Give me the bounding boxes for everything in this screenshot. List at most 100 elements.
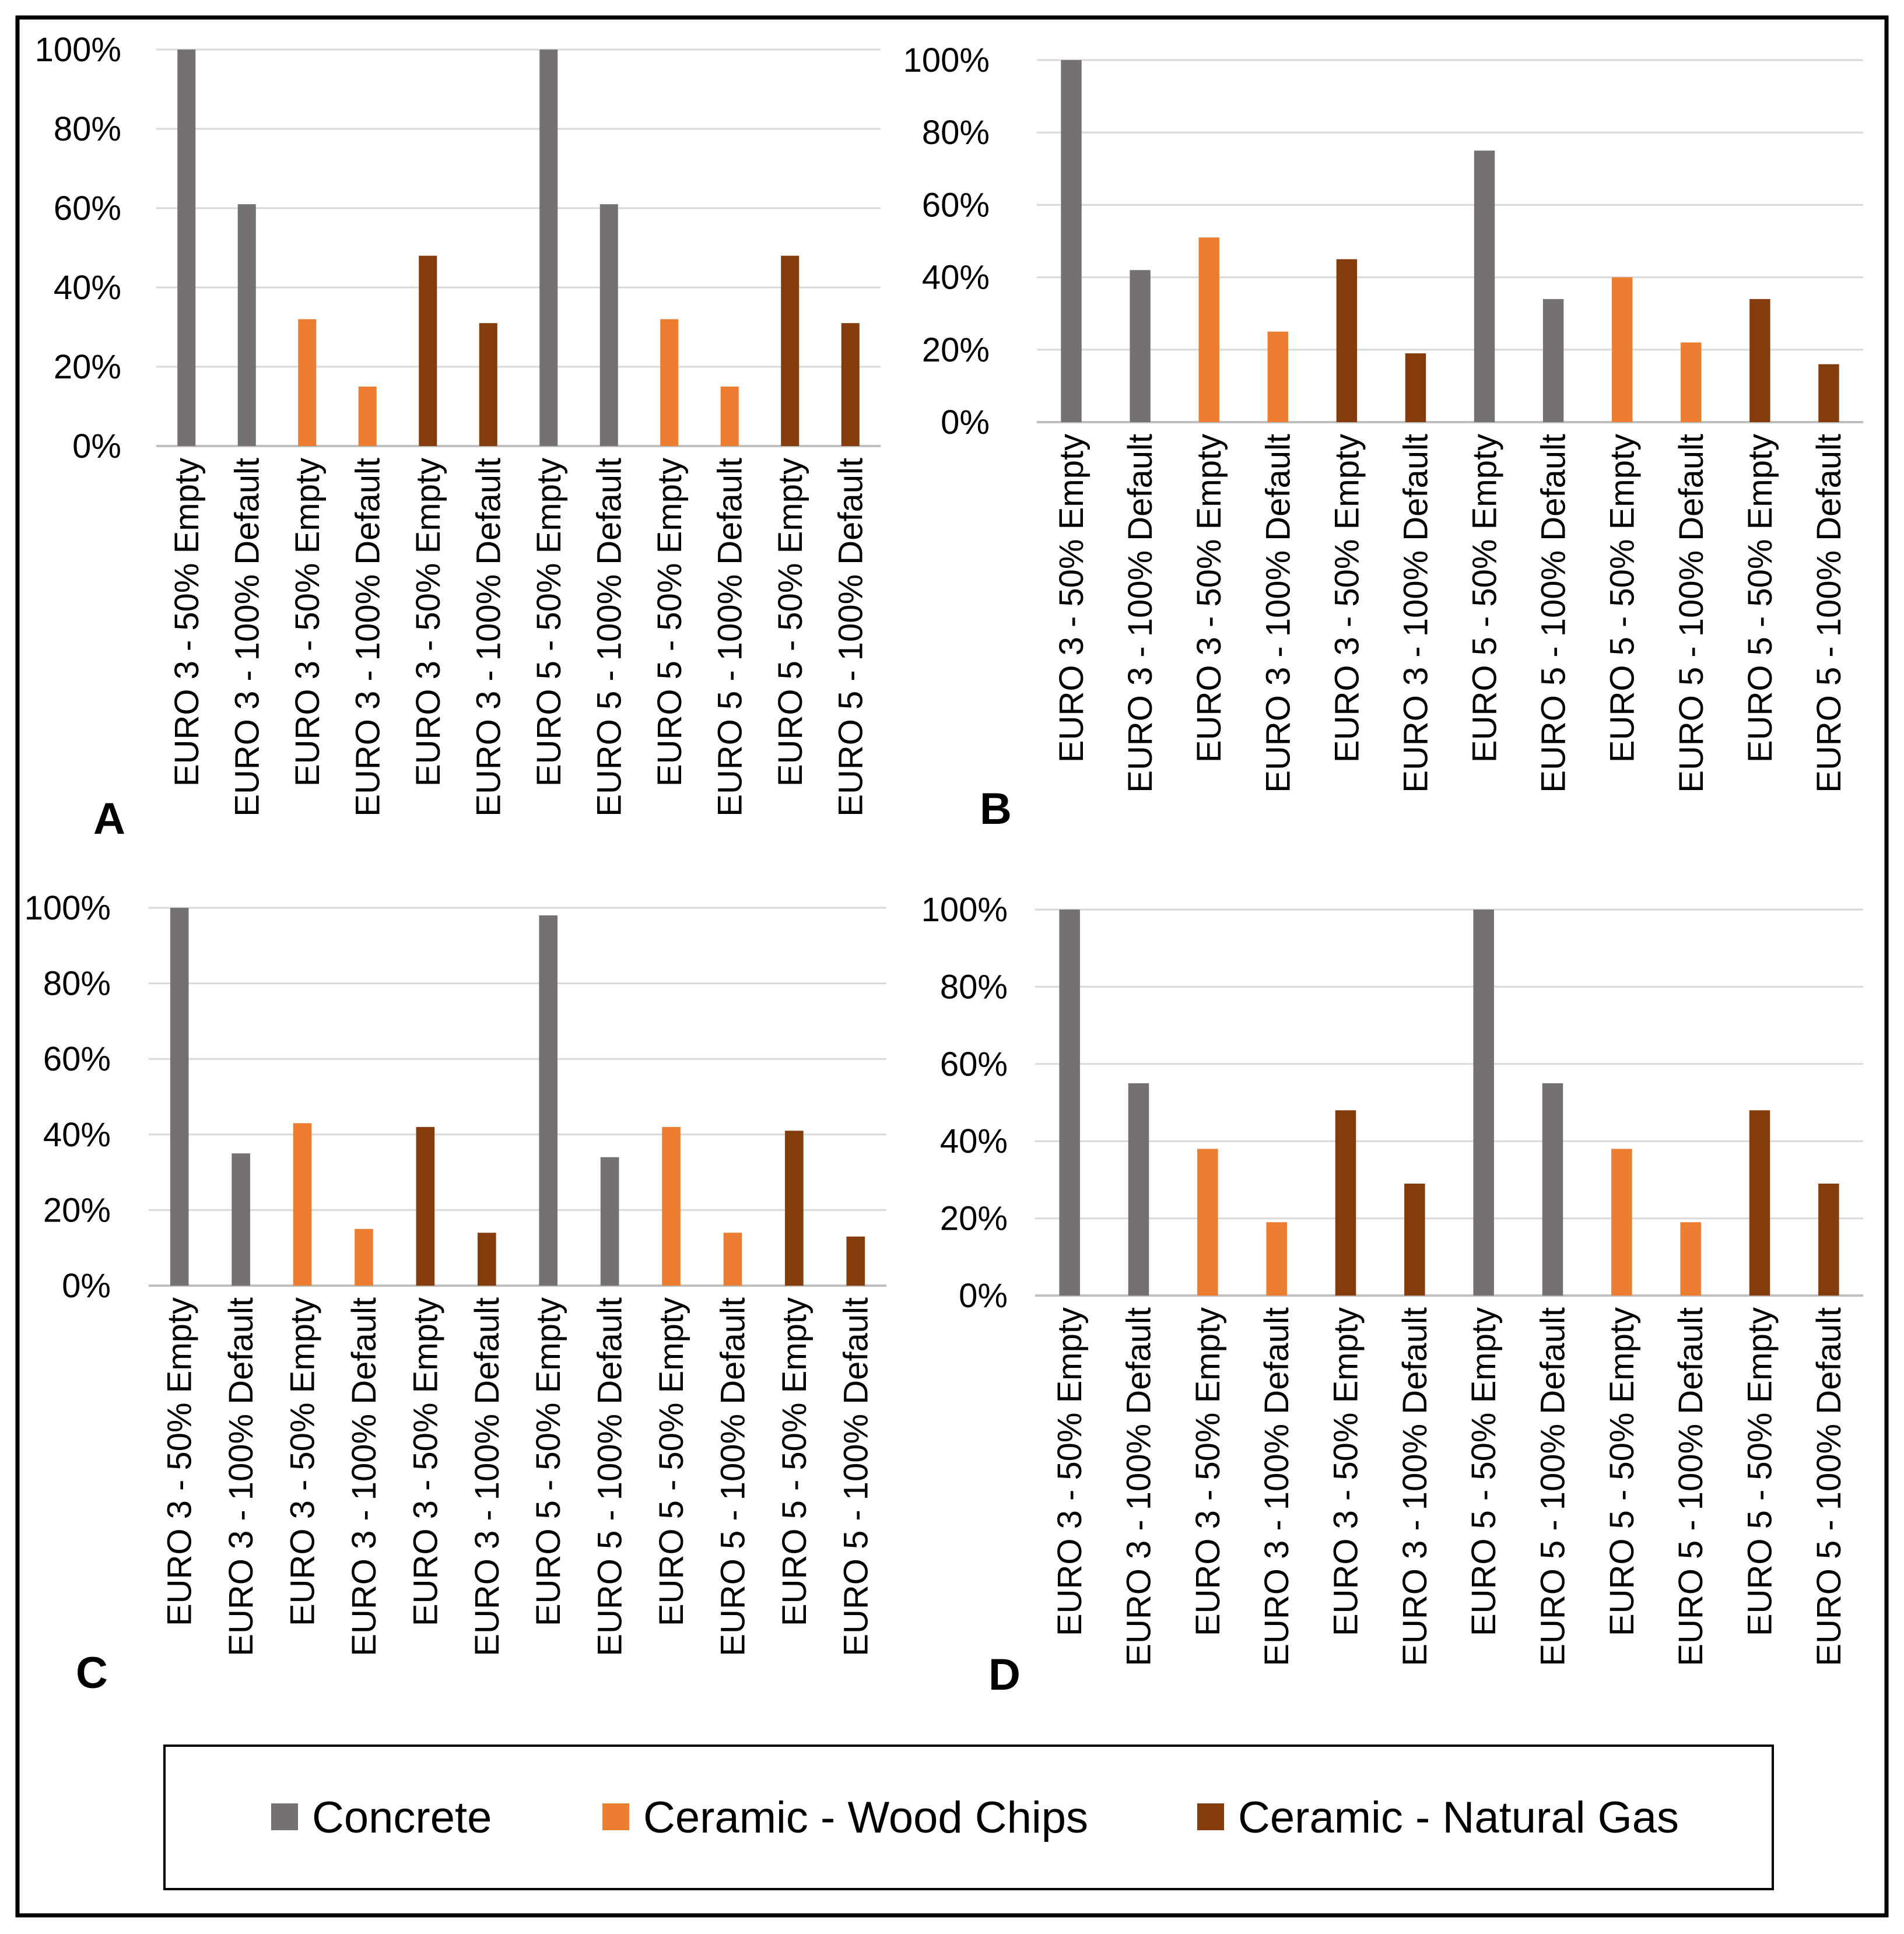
bar xyxy=(1611,277,1633,422)
bar xyxy=(1266,1222,1287,1296)
x-category-label: EURO 3 - 100% Default xyxy=(1120,1307,1158,1666)
bar xyxy=(477,1233,496,1286)
panel-label-c: C xyxy=(76,1648,108,1698)
y-tick-label: 60% xyxy=(54,189,121,227)
bar xyxy=(846,1236,865,1286)
x-category-label: EURO 5 - 100% Default xyxy=(1534,1307,1572,1666)
x-category-label: EURO 3 - 100% Default xyxy=(1396,1307,1434,1666)
bar xyxy=(1197,1149,1218,1296)
y-tick-label: 80% xyxy=(922,114,990,152)
panel-label-a: A xyxy=(93,794,125,844)
x-category-label: EURO 5 - 50% Empty xyxy=(772,458,809,787)
y-tick-label: 100% xyxy=(903,41,990,79)
x-category-label: EURO 3 - 100% Default xyxy=(228,458,266,817)
x-category-label: EURO 3 - 100% Default xyxy=(468,1297,506,1656)
bar xyxy=(1059,910,1080,1296)
legend-label-natural-gas: Ceramic - Natural Gas xyxy=(1238,1793,1679,1842)
x-category-label: EURO 3 - 50% Empty xyxy=(1189,1307,1227,1636)
bar xyxy=(1130,270,1151,422)
x-category-label: EURO 5 - 100% Default xyxy=(1672,434,1710,793)
x-category-label: EURO 3 - 50% Empty xyxy=(1190,434,1228,763)
x-category-label: EURO 5 - 50% Empty xyxy=(653,1297,690,1626)
bar xyxy=(293,1123,312,1286)
bar xyxy=(355,1229,373,1286)
x-category-label: EURO 5 - 50% Empty xyxy=(1604,434,1642,763)
x-category-label: EURO 3 - 50% Empty xyxy=(161,1297,199,1626)
bar xyxy=(358,387,377,446)
charts-group: 0% 20% 40% 60% 80% 100% EURO 3 - 50% Empty EURO… xyxy=(24,31,1863,1700)
bar xyxy=(539,915,558,1286)
x-category-label: EURO 5 - 100% Default xyxy=(711,458,749,817)
bar xyxy=(1061,60,1082,422)
x-category-label: EURO 5 - 100% Default xyxy=(714,1297,752,1656)
x-category-label: EURO 5 - 100% Default xyxy=(1672,1307,1710,1666)
bar xyxy=(662,1126,681,1286)
x-category-label: EURO 5 - 50% Empty xyxy=(1603,1307,1641,1636)
legend-label-wood-chips: Ceramic - Wood Chips xyxy=(643,1793,1088,1842)
x-category-label: EURO 5 - 50% Empty xyxy=(530,1297,567,1626)
x-category-label: EURO 3 - 50% Empty xyxy=(284,1297,322,1626)
x-category-label: EURO 3 - 100% Default xyxy=(349,458,387,817)
y-tick-label: 100% xyxy=(24,889,111,927)
bar xyxy=(1405,353,1426,422)
x-category-label: EURO 3 - 100% Default xyxy=(469,458,507,817)
x-category-label: EURO 5 - 50% Empty xyxy=(776,1297,814,1626)
bar xyxy=(720,387,739,446)
x-category-label: EURO 3 - 50% Empty xyxy=(1051,1307,1089,1636)
x-category-label: EURO 5 - 50% Empty xyxy=(1741,1307,1779,1636)
x-category-label: EURO 5 - 50% Empty xyxy=(530,458,568,787)
legend-swatch-natural-gas xyxy=(1197,1803,1224,1830)
x-category-label: EURO 5 - 50% Empty xyxy=(1741,434,1779,763)
y-tick-label: 60% xyxy=(940,1045,1008,1083)
y-tick-label: 0% xyxy=(72,427,121,465)
bar xyxy=(1198,237,1219,422)
x-category-label: EURO 5 - 100% Default xyxy=(1535,434,1573,793)
panel-label-b: B xyxy=(980,784,1012,834)
x-category-label: EURO 5 - 100% Default xyxy=(1810,1307,1848,1666)
x-category-label: EURO 3 - 50% Empty xyxy=(1327,1307,1365,1636)
bar xyxy=(599,204,618,446)
x-category-label: EURO 5 - 50% Empty xyxy=(1465,1307,1503,1636)
panel-label-d: D xyxy=(988,1650,1021,1700)
bar xyxy=(1474,150,1495,422)
bar xyxy=(1749,299,1770,422)
legend-swatch-wood-chips xyxy=(602,1803,629,1830)
bar xyxy=(177,50,196,446)
bar xyxy=(1681,342,1702,422)
y-tick-label: 80% xyxy=(54,110,121,148)
x-category-label: EURO 3 - 50% Empty xyxy=(1328,434,1366,763)
y-tick-label: 100% xyxy=(35,31,121,69)
x-category-label: EURO 3 - 50% Empty xyxy=(1053,434,1090,763)
bar xyxy=(170,908,189,1286)
bar xyxy=(416,1126,435,1286)
bar xyxy=(1128,1083,1149,1296)
bar xyxy=(785,1131,804,1286)
chart-panel-b: 0% 20% 40% 60% 80% 100% EURO 3 - 50% Empty EURO… xyxy=(903,41,1863,834)
bar xyxy=(1749,1110,1770,1296)
bar xyxy=(1336,259,1358,422)
y-tick-label: 20% xyxy=(43,1191,111,1229)
y-tick-label: 0% xyxy=(62,1267,111,1305)
chart-panel-d: 0% 20% 40% 60% 80% 100% EURO 3 - 50% Empty EURO… xyxy=(921,891,1863,1700)
y-tick-label: 80% xyxy=(940,968,1008,1006)
bar xyxy=(1335,1110,1356,1296)
bar xyxy=(298,319,317,446)
x-category-label: EURO 3 - 100% Default xyxy=(1258,1307,1296,1666)
y-tick-label: 40% xyxy=(922,259,990,297)
bar xyxy=(841,323,860,446)
bar xyxy=(232,1153,250,1286)
legend: Concrete Ceramic - Wood Chips Ceramic - … xyxy=(163,1745,1774,1890)
bar xyxy=(1818,364,1839,422)
chart-panel-c: 0% 20% 40% 60% 80% 100% EURO 3 - 50% Empty EURO… xyxy=(24,889,886,1698)
legend-box xyxy=(163,1745,1774,1890)
y-tick-label: 80% xyxy=(43,965,111,1003)
x-category-label: EURO 3 - 50% Empty xyxy=(409,458,447,787)
bar xyxy=(1611,1149,1632,1296)
bar xyxy=(723,1233,742,1286)
bar xyxy=(1818,1184,1839,1296)
y-tick-label: 40% xyxy=(940,1122,1008,1160)
figure-border xyxy=(15,15,1889,1918)
x-category-label: EURO 5 - 100% Default xyxy=(832,458,869,817)
x-category-label: EURO 3 - 50% Empty xyxy=(406,1297,444,1626)
x-category-label: EURO 3 - 100% Default xyxy=(1121,434,1159,793)
